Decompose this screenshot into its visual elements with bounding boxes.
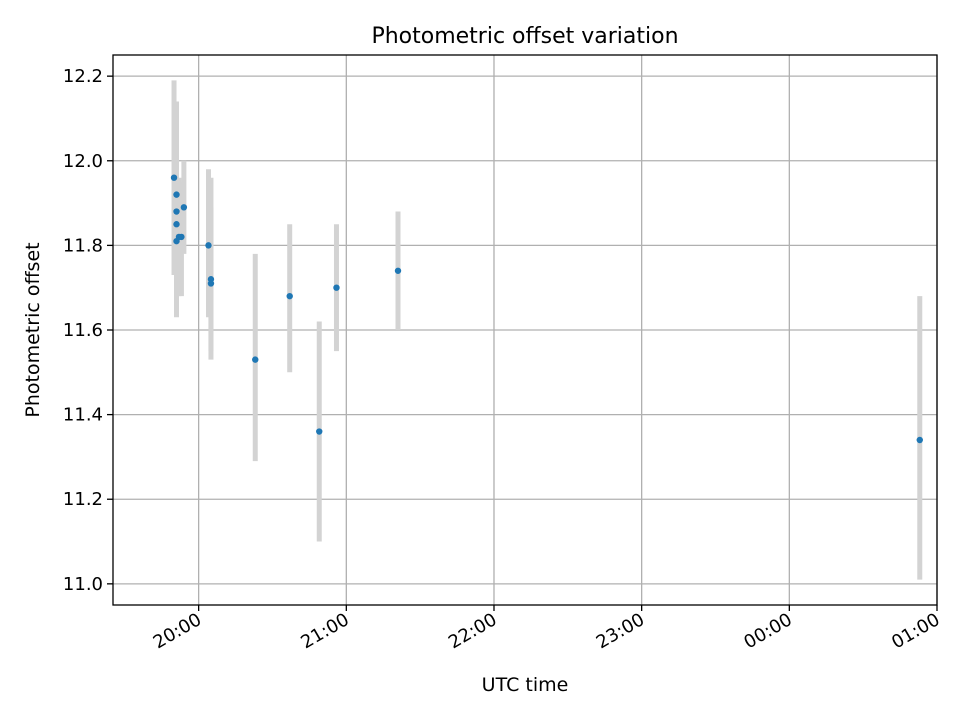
grid (113, 55, 938, 605)
data-point (173, 208, 180, 215)
x-tick-label: 23:00 (593, 609, 648, 653)
y-axis-label: Photometric offset (22, 242, 44, 417)
x-tick-label: 01:00 (888, 609, 943, 653)
data-point (316, 428, 323, 435)
x-tick-label: 22:00 (445, 609, 500, 653)
x-tick-label: 20:00 (150, 609, 205, 653)
data-point (173, 221, 180, 228)
data-point (252, 356, 259, 363)
data-point (916, 436, 923, 444)
data-point (207, 280, 215, 287)
y-axis-ticks: 11.0 11.2 11.4 11.6 11.8 12.0 12.2 (63, 66, 113, 595)
data-point (286, 292, 293, 300)
x-tick-label: 21:00 (297, 609, 352, 653)
chart-title: Photometric offset variation (371, 24, 678, 49)
data-point (205, 242, 212, 249)
data-point (333, 284, 340, 291)
data-point (173, 191, 180, 198)
y-tick-label: 12.0 (63, 151, 103, 172)
y-tick-label: 11.0 (63, 574, 103, 595)
y-tick-label: 12.2 (63, 66, 103, 87)
data-point (170, 174, 178, 181)
y-tick-label: 11.4 (63, 405, 103, 426)
data-point (178, 233, 185, 241)
x-axis-label: UTC time (482, 674, 569, 696)
y-tick-label: 11.2 (63, 489, 103, 510)
x-tick-label: 00:00 (740, 609, 795, 653)
y-tick-label: 11.6 (63, 320, 103, 341)
data-point (394, 267, 402, 274)
data-points (170, 174, 923, 444)
x-axis-ticks: 20:00 21:00 22:00 23:00 00:00 01:00 (150, 605, 944, 653)
data-point (180, 204, 188, 211)
y-tick-label: 11.8 (63, 235, 103, 256)
